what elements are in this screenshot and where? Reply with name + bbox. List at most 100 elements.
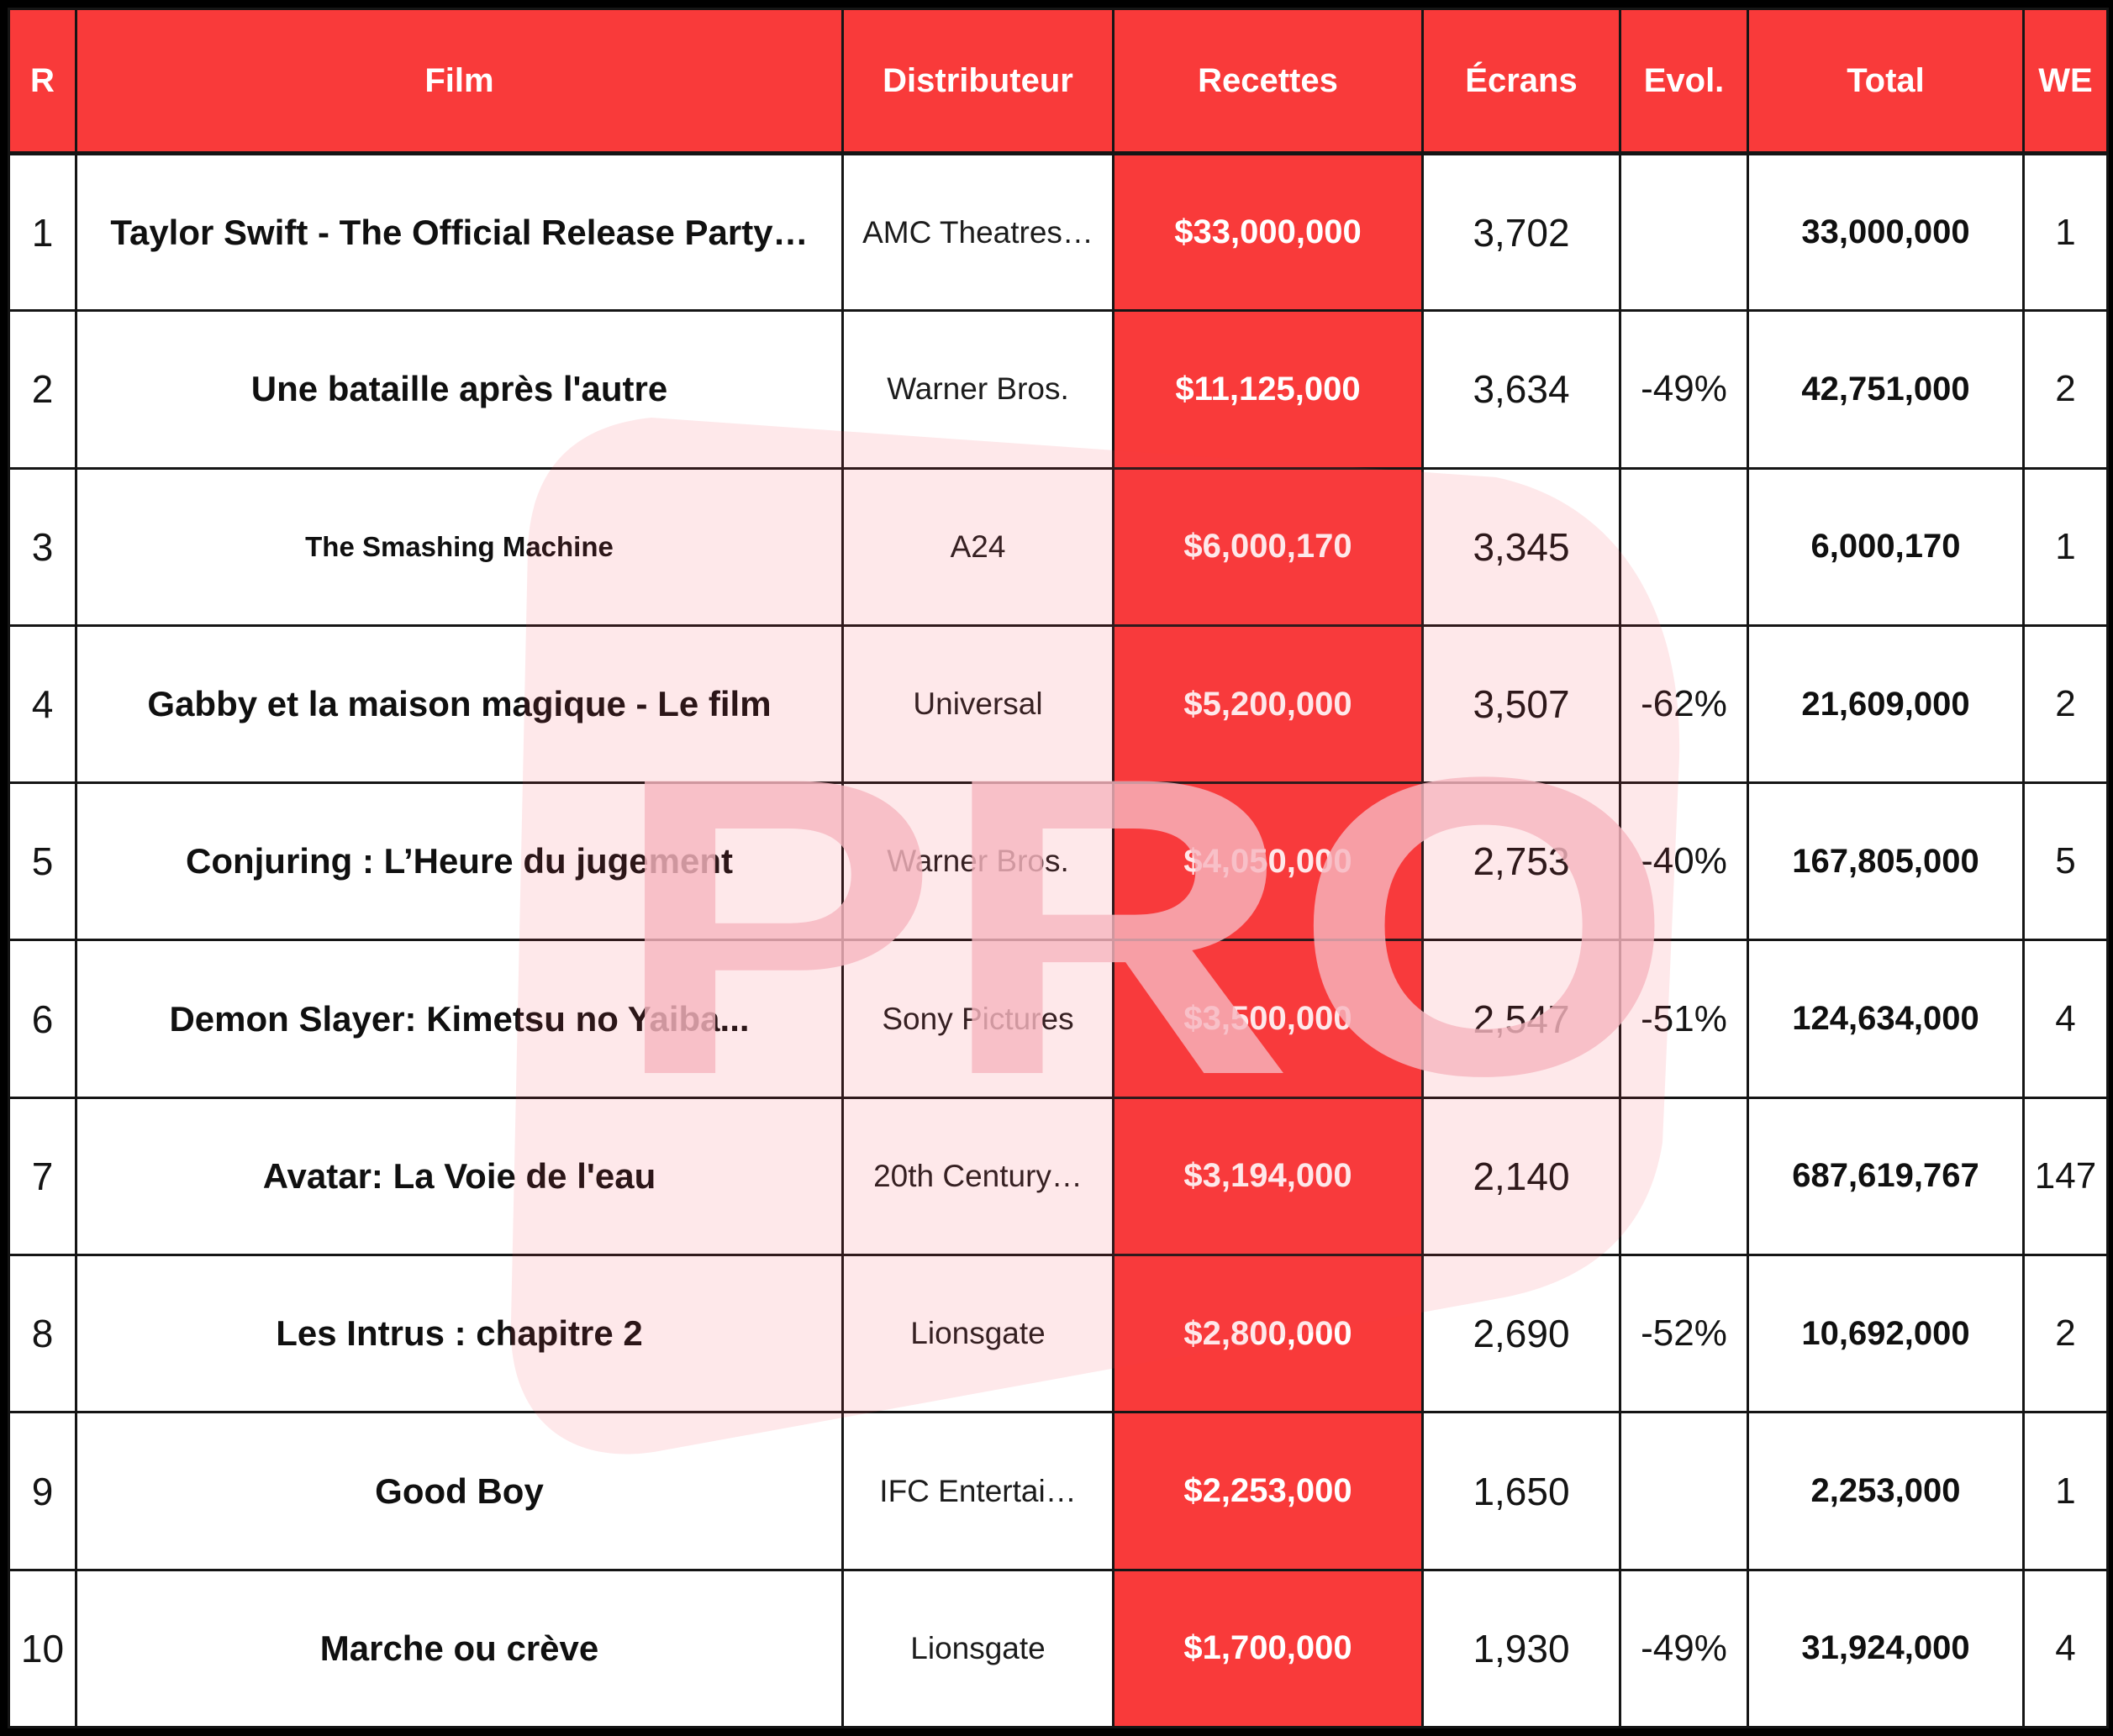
header-weeks: WE xyxy=(2022,8,2109,155)
distributor-cell: 20th Century… xyxy=(841,1096,1114,1257)
distributor-cell: Warner Bros. xyxy=(841,781,1114,942)
revenue-cell: $5,200,000 xyxy=(1112,623,1424,785)
film-title-cell: Good Boy xyxy=(75,1411,844,1571)
weeks-cell: 5 xyxy=(2022,781,2109,942)
rank-cell: 5 xyxy=(8,781,77,942)
header-distributor: Distributeur xyxy=(841,8,1114,155)
total-cell: 10,692,000 xyxy=(1747,1254,2025,1414)
weeks-cell: 2 xyxy=(2022,623,2109,785)
evolution-cell xyxy=(1619,151,1749,313)
distributor-cell: Warner Bros. xyxy=(841,309,1114,470)
rank-cell: 7 xyxy=(8,1096,77,1257)
film-title-cell: Avatar: La Voie de l'eau xyxy=(75,1096,844,1257)
total-cell: 21,609,000 xyxy=(1747,623,2025,785)
total-cell: 6,000,170 xyxy=(1747,466,2025,627)
film-title-cell: Taylor Swift - The Official Release Part… xyxy=(75,151,844,313)
header-screens: Écrans xyxy=(1421,8,1621,155)
distributor-cell: Sony Pictures xyxy=(841,939,1114,1099)
total-cell: 167,805,000 xyxy=(1747,781,2025,942)
weeks-cell: 2 xyxy=(2022,1254,2109,1414)
evolution-cell: -52% xyxy=(1619,1254,1749,1414)
header-total: Total xyxy=(1747,8,2025,155)
evolution-cell: -40% xyxy=(1619,781,1749,942)
film-title-cell: Marche ou crève xyxy=(75,1568,844,1729)
evolution-cell: -49% xyxy=(1619,1568,1749,1729)
evolution-cell: -49% xyxy=(1619,309,1749,470)
header-row: R Film Distributeur Recettes Écrans Evol… xyxy=(8,8,2109,155)
weeks-cell: 4 xyxy=(2022,1568,2109,1729)
revenue-cell: $11,125,000 xyxy=(1112,309,1424,470)
table-row: 1 Taylor Swift - The Official Release Pa… xyxy=(8,151,2109,313)
total-cell: 124,634,000 xyxy=(1747,939,2025,1099)
film-title-cell: Demon Slayer: Kimetsu no Yaiba... xyxy=(75,939,844,1099)
film-title-cell: The Smashing Machine xyxy=(75,466,844,627)
weeks-cell: 1 xyxy=(2022,466,2109,627)
table-header: R Film Distributeur Recettes Écrans Evol… xyxy=(8,8,2109,155)
screens-cell: 2,753 xyxy=(1421,781,1621,942)
box-office-table: R Film Distributeur Recettes Écrans Evol… xyxy=(8,8,2109,1729)
header-rank: R xyxy=(8,8,77,155)
weeks-cell: 1 xyxy=(2022,151,2109,313)
film-title-cell: Conjuring : L’Heure du jugement xyxy=(75,781,844,942)
rank-cell: 6 xyxy=(8,939,77,1099)
screens-cell: 2,547 xyxy=(1421,939,1621,1099)
weeks-cell: 4 xyxy=(2022,939,2109,1099)
rank-cell: 4 xyxy=(8,623,77,785)
evolution-cell xyxy=(1619,466,1749,627)
screens-cell: 3,507 xyxy=(1421,623,1621,785)
film-title-cell: Les Intrus : chapitre 2 xyxy=(75,1254,844,1414)
header-evolution: Evol. xyxy=(1619,8,1749,155)
evolution-cell: -62% xyxy=(1619,623,1749,785)
table-row: 3 The Smashing Machine A24 $6,000,170 3,… xyxy=(8,466,2109,627)
evolution-cell xyxy=(1619,1096,1749,1257)
total-cell: 33,000,000 xyxy=(1747,151,2025,313)
screens-cell: 1,650 xyxy=(1421,1411,1621,1571)
table-row: 7 Avatar: La Voie de l'eau 20th Century…… xyxy=(8,1096,2109,1257)
screens-cell: 2,140 xyxy=(1421,1096,1621,1257)
revenue-cell: $3,194,000 xyxy=(1112,1096,1424,1257)
revenue-cell: $1,700,000 xyxy=(1112,1568,1424,1729)
revenue-cell: $4,050,000 xyxy=(1112,781,1424,942)
table-row: 2 Une bataille après l'autre Warner Bros… xyxy=(8,309,2109,470)
screens-cell: 2,690 xyxy=(1421,1254,1621,1414)
revenue-cell: $3,500,000 xyxy=(1112,939,1424,1099)
distributor-cell: Universal xyxy=(841,623,1114,785)
revenue-cell: $6,000,170 xyxy=(1112,466,1424,627)
screens-cell: 3,634 xyxy=(1421,309,1621,470)
distributor-cell: Lionsgate xyxy=(841,1254,1114,1414)
evolution-cell xyxy=(1619,1411,1749,1571)
weeks-cell: 147 xyxy=(2022,1096,2109,1257)
table-body: 1 Taylor Swift - The Official Release Pa… xyxy=(8,151,2109,1729)
screens-cell: 3,345 xyxy=(1421,466,1621,627)
rank-cell: 2 xyxy=(8,309,77,470)
distributor-cell: A24 xyxy=(841,466,1114,627)
total-cell: 687,619,767 xyxy=(1747,1096,2025,1257)
revenue-cell: $2,253,000 xyxy=(1112,1411,1424,1571)
revenue-cell: $2,800,000 xyxy=(1112,1254,1424,1414)
distributor-cell: Lionsgate xyxy=(841,1568,1114,1729)
evolution-cell: -51% xyxy=(1619,939,1749,1099)
rank-cell: 10 xyxy=(8,1568,77,1729)
table-row: 6 Demon Slayer: Kimetsu no Yaiba... Sony… xyxy=(8,939,2109,1099)
rank-cell: 3 xyxy=(8,466,77,627)
total-cell: 31,924,000 xyxy=(1747,1568,2025,1729)
total-cell: 42,751,000 xyxy=(1747,309,2025,470)
header-film: Film xyxy=(75,8,844,155)
distributor-cell: AMC Theatres… xyxy=(841,151,1114,313)
revenue-cell: $33,000,000 xyxy=(1112,151,1424,313)
rank-cell: 1 xyxy=(8,151,77,313)
table-row: 4 Gabby et la maison magique - Le film U… xyxy=(8,623,2109,785)
film-title-cell: Une bataille après l'autre xyxy=(75,309,844,470)
table-row: 8 Les Intrus : chapitre 2 Lionsgate $2,8… xyxy=(8,1254,2109,1414)
table-row: 10 Marche ou crève Lionsgate $1,700,000 … xyxy=(8,1568,2109,1729)
rank-cell: 9 xyxy=(8,1411,77,1571)
distributor-cell: IFC Entertai… xyxy=(841,1411,1114,1571)
rank-cell: 8 xyxy=(8,1254,77,1414)
screens-cell: 1,930 xyxy=(1421,1568,1621,1729)
weeks-cell: 2 xyxy=(2022,309,2109,470)
film-title-cell: Gabby et la maison magique - Le film xyxy=(75,623,844,785)
total-cell: 2,253,000 xyxy=(1747,1411,2025,1571)
table-row: 9 Good Boy IFC Entertai… $2,253,000 1,65… xyxy=(8,1411,2109,1571)
screens-cell: 3,702 xyxy=(1421,151,1621,313)
